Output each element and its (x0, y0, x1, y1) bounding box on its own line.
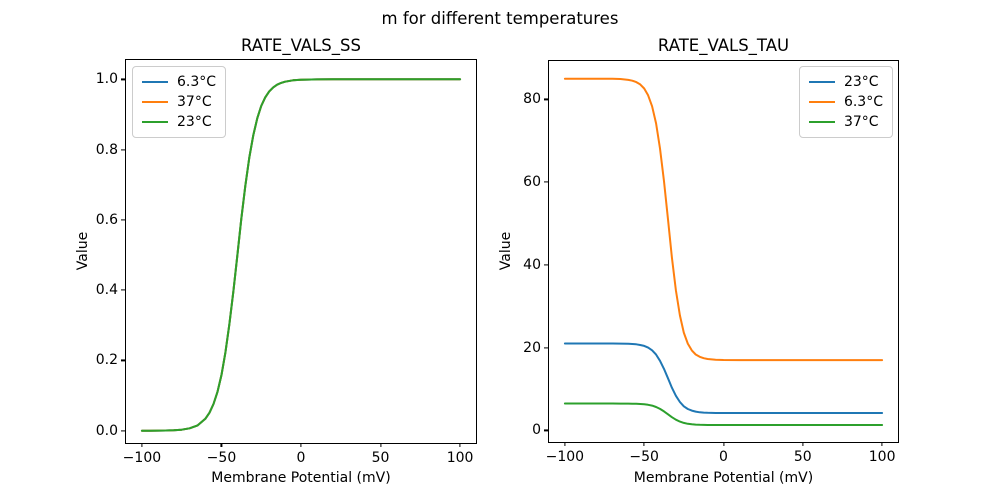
subplot-tau-x-axis-label: Membrane Potential (mV) (633, 470, 814, 486)
x-tick-label: 0 (719, 449, 728, 465)
subplot-tau-title: RATE_VALS_TAU (657, 36, 790, 55)
y-tick-mark (544, 264, 548, 266)
curve-37°C (563, 402, 884, 426)
x-tick-label: 50 (371, 450, 390, 466)
x-tick-mark (881, 442, 883, 446)
legend: 23°C 6.3°C 37°C (798, 66, 893, 138)
x-tick-mark (379, 443, 382, 447)
x-tick-mark (564, 442, 566, 446)
x-tick-mark (722, 442, 725, 446)
legend: 6.3°C 37°C 23°C (132, 66, 227, 138)
curve-6.3°C (563, 77, 884, 362)
y-tick-mark (121, 430, 125, 432)
y-tick-mark (544, 98, 548, 101)
curve-23°C (140, 78, 462, 432)
y-tick-mark (121, 219, 125, 221)
y-tick-label: 0 (532, 422, 541, 439)
y-tick-mark (544, 347, 548, 349)
legend-entry: 23°C (808, 72, 883, 92)
y-tick-mark (544, 429, 548, 431)
y-tick-label: 1.0 (95, 71, 118, 88)
subplot-ss-plot-area: 6.3°C 37°C 23°C −100 −50 0 50 100 0.0 0.2 0.4 0.6 0… (96, 59, 477, 465)
legend-entry: 37°C (808, 112, 883, 132)
x-tick-label: 0 (296, 450, 306, 466)
x-tick-mark (643, 442, 645, 446)
legend-label: 37°C (843, 114, 879, 130)
y-tick-label: 0.4 (95, 282, 118, 299)
curves-canvas (563, 77, 884, 426)
y-tick-mark (121, 78, 125, 80)
legend-line-sample (808, 121, 835, 123)
legend-entry: 6.3°C (142, 72, 216, 92)
y-tick-label: 0.6 (95, 211, 118, 228)
legend-entry: 37°C (142, 92, 216, 112)
legend-line-sample (142, 101, 168, 103)
y-tick-mark (121, 149, 125, 151)
y-tick-mark (544, 181, 548, 183)
curves-canvas (140, 78, 462, 432)
y-tick-label: 0.2 (95, 352, 118, 369)
y-tick-label: 20 (523, 339, 541, 356)
subplot-ss-x-axis-label: Membrane Potential (mV) (211, 470, 391, 486)
figure-title: m for different temperatures (381, 9, 619, 28)
legend-label: 6.3°C (843, 94, 883, 110)
x-tick-label: −50 (206, 450, 237, 466)
x-tick-mark (220, 443, 223, 447)
x-tick-label: −100 (122, 450, 162, 466)
x-tick-label: 100 (446, 450, 474, 466)
legend-line-sample (808, 81, 835, 83)
y-tick-label: 80 (523, 91, 541, 108)
y-tick-label: 0.0 (95, 422, 118, 439)
legend-label: 37°C (177, 94, 212, 110)
subplot-ss-y-axis-label: Value (75, 231, 91, 271)
x-tick-label: −50 (629, 449, 659, 465)
x-tick-mark (802, 442, 804, 446)
legend-entry: 6.3°C (808, 92, 883, 112)
subplot-ss-title: RATE_VALS_SS (241, 36, 361, 55)
legend-line-sample (142, 81, 168, 83)
x-tick-label: 100 (868, 449, 896, 465)
y-tick-label: 40 (523, 256, 541, 273)
subplot-tau-y-axis-label: Value (498, 231, 514, 271)
x-tick-mark (300, 443, 302, 447)
x-tick-mark (141, 443, 143, 447)
legend-label: 6.3°C (177, 74, 217, 90)
y-tick-label: 0.8 (95, 141, 118, 158)
y-tick-mark (121, 359, 125, 362)
legend-line-sample (808, 101, 835, 103)
legend-line-sample (142, 121, 168, 123)
y-tick-mark (121, 289, 125, 291)
x-tick-label: −100 (545, 449, 585, 465)
legend-entry: 23°C (142, 112, 216, 132)
subplot-tau-plot-area: 23°C 6.3°C 37°C −100 −50 0 50 100 0 20 40 60 80 (523, 60, 899, 464)
x-tick-mark (459, 443, 461, 447)
y-tick-label: 60 (523, 174, 541, 191)
x-tick-label: 50 (793, 449, 812, 465)
legend-label: 23°C (177, 114, 212, 130)
legend-label: 23°C (843, 74, 879, 90)
curve-23°C (563, 342, 884, 414)
